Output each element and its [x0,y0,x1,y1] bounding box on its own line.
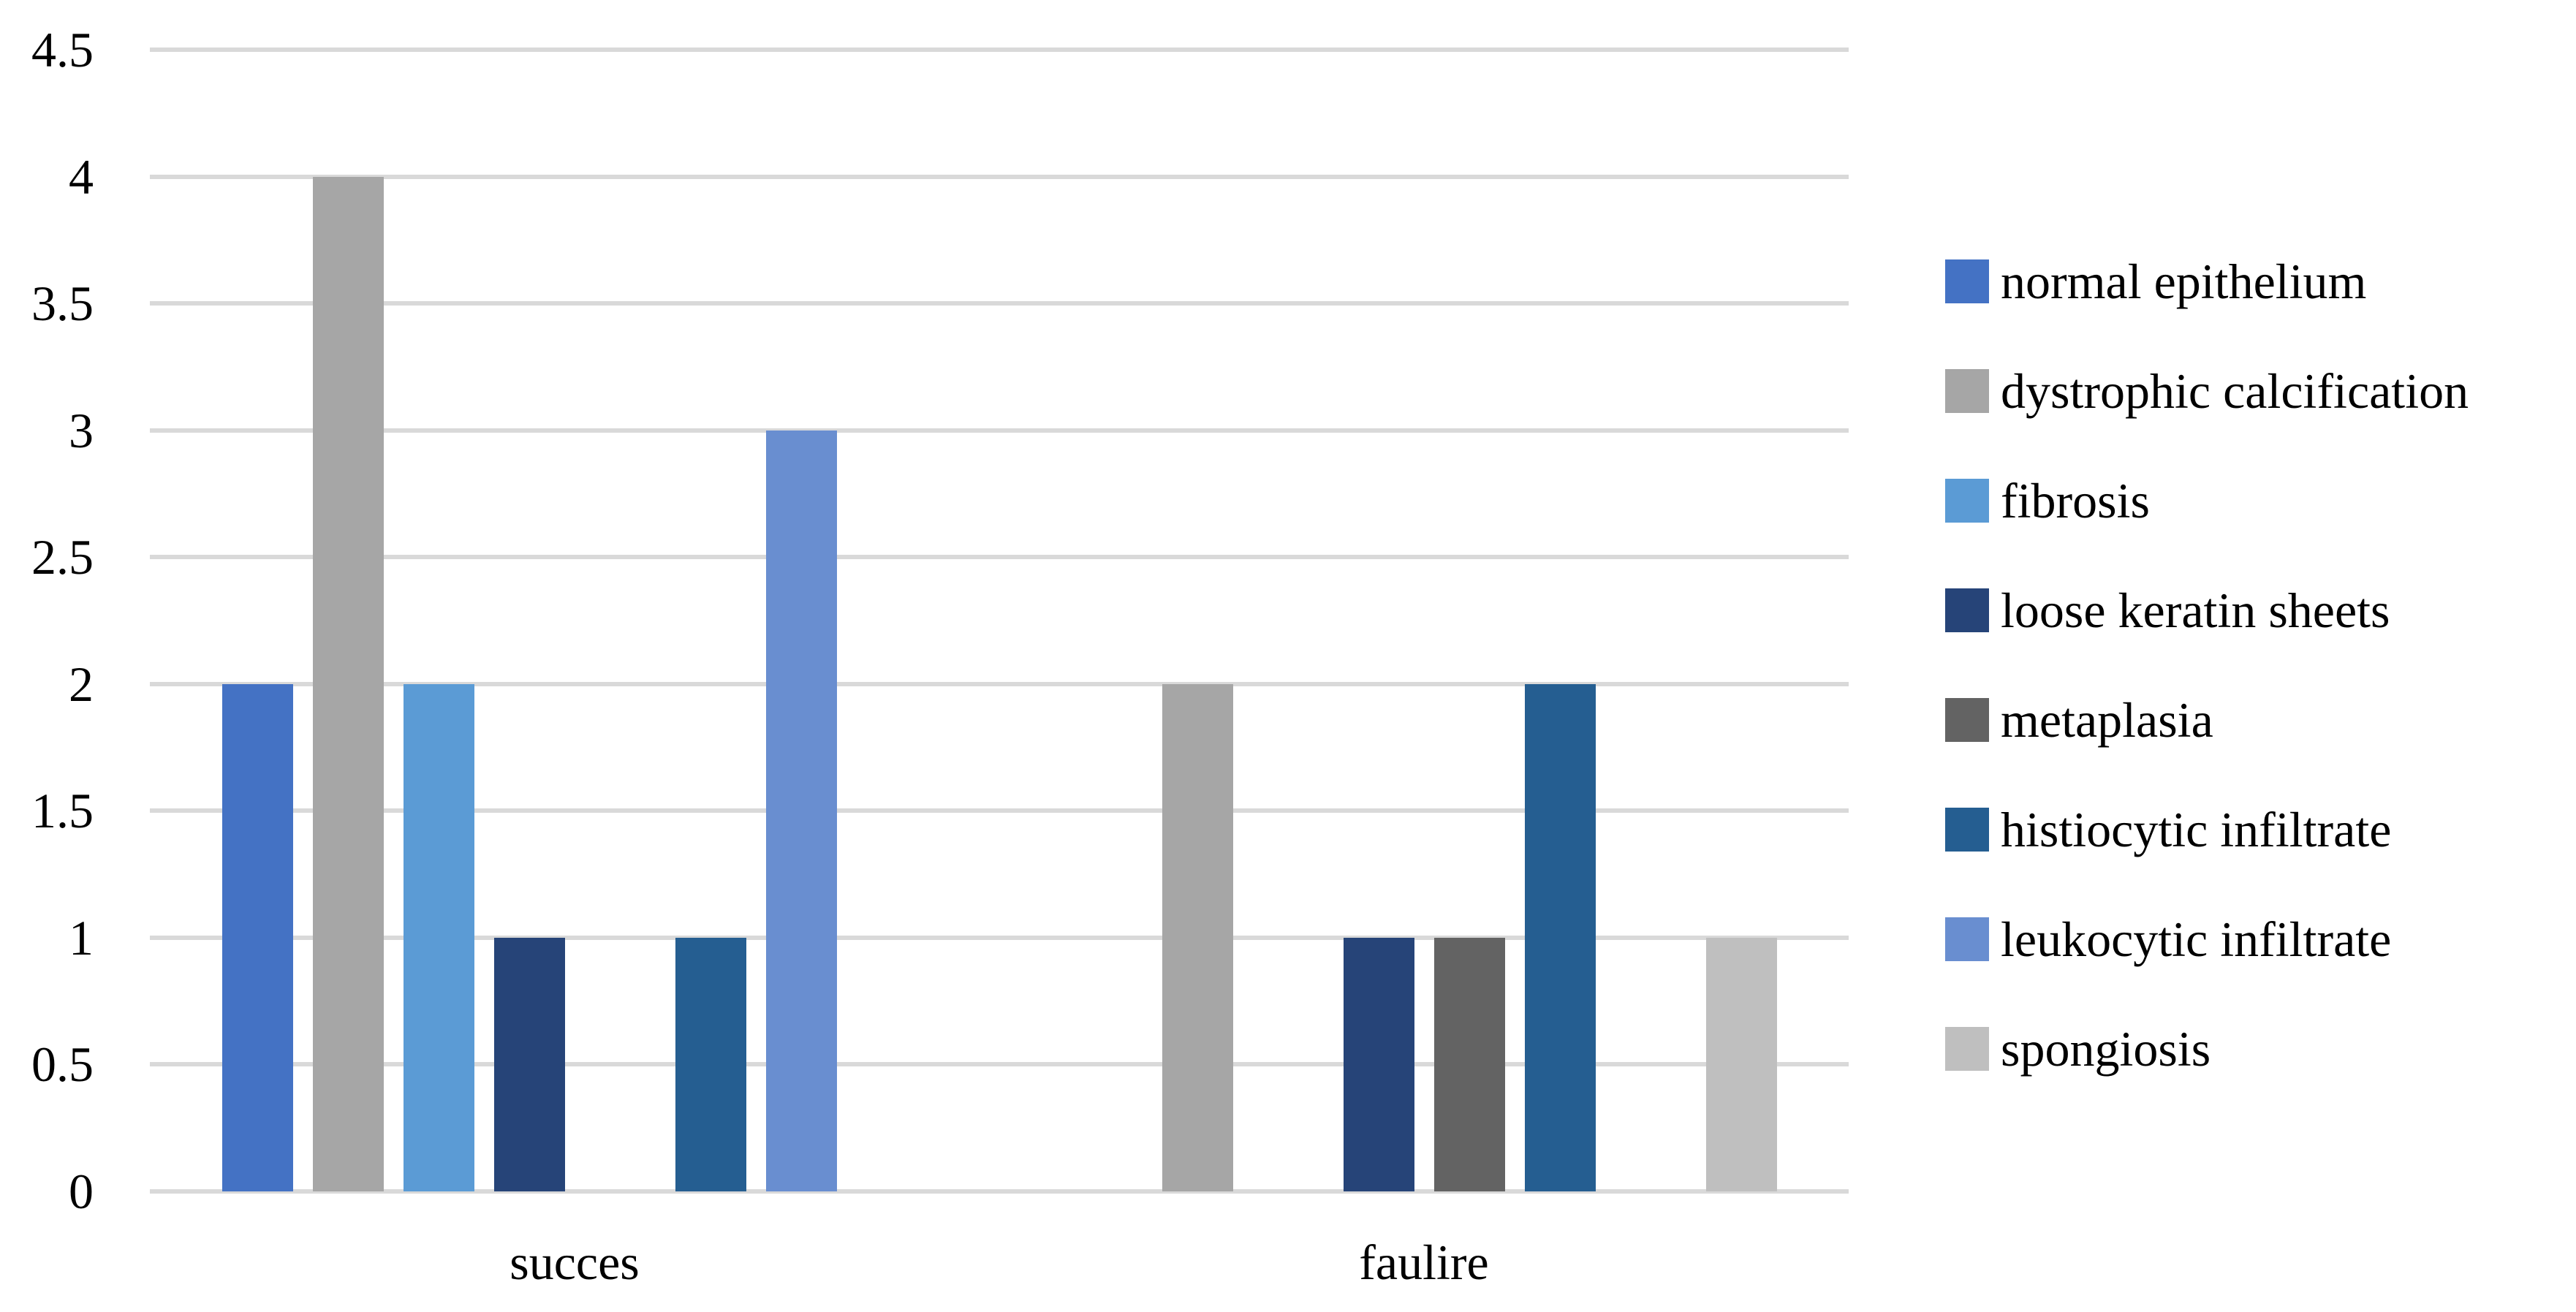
bar-succes-leukocytic-infiltrate [765,430,837,1191]
bar-faulire-metaplasia [1433,937,1505,1191]
legend-label: fibrosis [2001,473,2150,528]
y-axis: 0 0.5 1 1.5 2 2.5 3 3.5 4 4.5 [0,25,94,1216]
legend-item-fibrosis: fibrosis [1945,446,2469,555]
legend-item-normal-epithelium: normal epithelium [1945,227,2469,336]
bar-group-succes [150,50,999,1191]
legend-label: metaplasia [2001,692,2213,748]
bar-succes-loose-keratin-sheets [493,937,565,1191]
bar-group-faulire [999,50,1849,1191]
gridline [150,48,1849,52]
bar-faulire-dystrophic-calcification [1162,683,1233,1191]
legend-swatch-fibrosis [1945,479,1989,523]
y-tick-label: 1.5 [31,783,94,839]
legend-swatch-histiocytic-infiltrate [1945,808,1989,852]
legend-swatch-spongiosis [1945,1027,1989,1071]
legend-label: leukocytic infiltrate [2001,911,2392,967]
bar-faulire-spongiosis [1705,937,1777,1191]
y-tick-label: 1 [69,909,94,966]
legend-label: histiocytic infiltrate [2001,802,2392,857]
x-axis-label-faulire: faulire [1359,1235,1489,1290]
legend-swatch-normal-epithelium [1945,259,1989,303]
bar-faulire-loose-keratin-sheets [1343,937,1414,1191]
x-axis-label-succes: succes [509,1235,640,1290]
gridline [150,555,1849,560]
y-tick-label: 2 [69,656,94,712]
bar-succes-fibrosis [403,683,474,1191]
x-axis: succes faulire [150,1196,1849,1312]
legend-item-dystrophic-calcification: dystrophic calcification [1945,336,2469,446]
y-tick-label: 0.5 [31,1036,94,1093]
gridline [150,935,1849,940]
gridline [150,1062,1849,1067]
legend: normal epithelium dystrophic calcificatio… [1945,227,2469,1104]
bar-succes-normal-epithelium [221,683,293,1191]
legend-swatch-leukocytic-infiltrate [1945,917,1989,961]
legend-label: dystrophic calcification [2001,363,2469,419]
gridline [150,301,1849,306]
y-tick-label: 4 [69,148,94,205]
bar-succes-dystrophic-calcification [312,176,384,1191]
legend-item-leukocytic-infiltrate: leukocytic infiltrate [1945,884,2469,994]
gridline [150,174,1849,179]
plot-area [150,48,1849,1194]
legend-item-loose-keratin-sheets: loose keratin sheets [1945,555,2469,665]
legend-swatch-dystrophic-calcification [1945,369,1989,413]
bar-faulire-histiocytic-infiltrate [1524,683,1596,1191]
legend-item-histiocytic-infiltrate: histiocytic infiltrate [1945,775,2469,884]
gridline [150,808,1849,814]
legend-item-metaplasia: metaplasia [1945,665,2469,775]
legend-label: spongiosis [2001,1021,2211,1077]
y-tick-label: 3 [69,402,94,458]
legend-label: loose keratin sheets [2001,583,2390,638]
legend-swatch-loose-keratin-sheets [1945,588,1989,632]
legend-label: normal epithelium [2001,254,2367,309]
legend-item-spongiosis: spongiosis [1945,994,2469,1104]
gridline [150,681,1849,686]
y-tick-label: 2.5 [31,529,94,585]
legend-swatch-metaplasia [1945,698,1989,742]
y-tick-label: 0 [69,1164,94,1219]
y-tick-label: 4.5 [31,22,94,77]
gridline [150,428,1849,433]
y-tick-label: 3.5 [31,276,94,332]
bar-succes-histiocytic-infiltrate [675,937,746,1191]
gridline [150,1189,1849,1194]
